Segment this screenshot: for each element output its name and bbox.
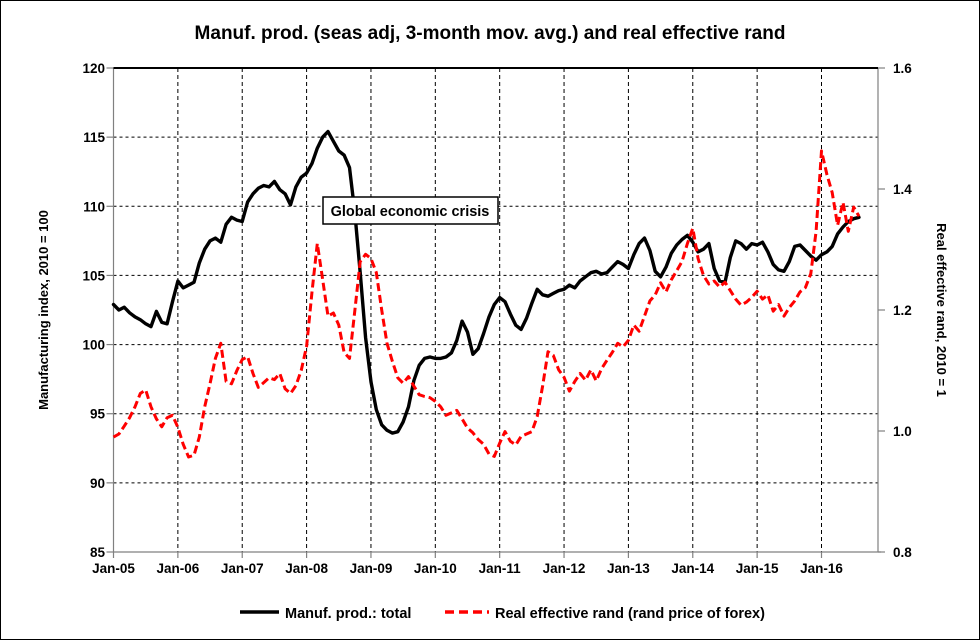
legend-label-manuf-prod: Manuf. prod.: total [285, 606, 411, 622]
x-axis-tick-label: Jan-08 [285, 561, 328, 576]
x-axis-tick-label: Jan-06 [156, 561, 199, 576]
x-axis-tick-label: Jan-15 [736, 561, 779, 576]
right-axis-tick-label: 1.0 [893, 424, 912, 439]
axis-tick-labels: 120 115 110 105 100 95 90 85 1.6 1.4 1.2 1.0 0.8 Jan-… [82, 61, 912, 576]
gridlines [113, 68, 878, 552]
x-axis-tick-label: Jan-05 [92, 561, 135, 576]
legend-label-real-rand: Real effective rand (rand price of forex… [495, 606, 765, 622]
x-axis-tick-label: Jan-10 [414, 561, 457, 576]
x-axis-tick-label: Jan-07 [221, 561, 264, 576]
right-axis-tick-label: 1.2 [893, 303, 912, 318]
left-axis-tick-label: 110 [83, 199, 105, 214]
x-axis-tick-label: Jan-09 [350, 561, 393, 576]
annotation-text: Global economic crisis [331, 204, 490, 220]
left-axis-tick-label: 120 [82, 61, 105, 76]
axis-lines [106, 67, 885, 558]
right-axis-title: Real effective rand, 2010 = 1 [934, 223, 949, 397]
x-axis-tick-label: Jan-13 [607, 561, 650, 576]
legend: Manuf. prod.: total Real effective rand … [240, 606, 765, 622]
left-axis-tick-label: 115 [83, 130, 105, 145]
annotation-rect [322, 196, 499, 225]
annotation-box: Global economic crisis [322, 196, 499, 225]
left-axis-title: Manufacturing index, 2010 = 100 [36, 210, 51, 410]
data-series [111, 129, 861, 459]
legend-item-manuf-prod: Manuf. prod.: total [240, 606, 411, 622]
series-line-real-rand [112, 149, 861, 459]
left-axis-tick-label: 95 [90, 407, 106, 422]
chart-title: Manuf. prod. (seas adj, 3-month mov. avg… [195, 23, 786, 44]
series-line-manuf-prod [111, 129, 861, 435]
x-axis-tick-label: Jan-16 [800, 561, 843, 576]
x-axis-tick-label: Jan-14 [671, 561, 714, 576]
right-axis-tick-label: 1.6 [893, 61, 912, 76]
legend-item-real-rand: Real effective rand (rand price of forex… [445, 606, 765, 622]
x-axis-tick-label: Jan-11 [479, 561, 522, 576]
left-axis-tick-label: 90 [90, 476, 105, 491]
x-axis-tick-label: Jan-12 [543, 561, 586, 576]
left-axis-tick-label: 85 [90, 545, 106, 560]
left-axis-tick-label: 100 [82, 338, 105, 353]
right-axis-tick-label: 1.4 [893, 182, 912, 197]
left-axis-tick-label: 105 [82, 268, 105, 283]
right-axis-tick-label: 0.8 [893, 545, 912, 560]
